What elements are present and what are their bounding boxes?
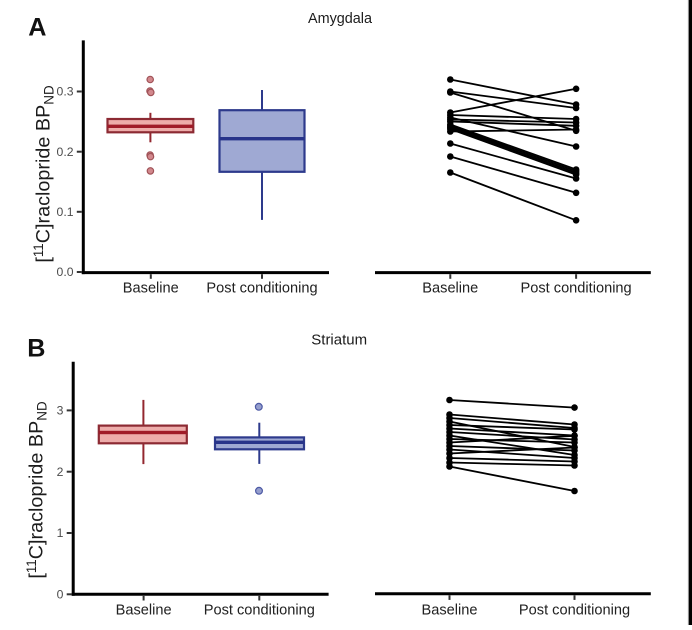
svg-text:[11C]raclopride BPND: [11C]raclopride BPND xyxy=(24,401,49,579)
svg-text:Baseline: Baseline xyxy=(116,602,172,618)
svg-text:0.2: 0.2 xyxy=(57,145,74,159)
svg-text:B: B xyxy=(27,335,45,363)
svg-text:Baseline: Baseline xyxy=(422,280,478,296)
svg-text:Amygdala: Amygdala xyxy=(308,11,372,27)
svg-text:Post conditioning: Post conditioning xyxy=(521,280,632,296)
svg-text:Striatum: Striatum xyxy=(311,332,367,349)
svg-text:1: 1 xyxy=(57,526,64,540)
svg-text:0.3: 0.3 xyxy=(57,85,74,99)
svg-text:0.1: 0.1 xyxy=(57,205,74,219)
svg-text:0.0: 0.0 xyxy=(57,265,74,279)
svg-text:A: A xyxy=(28,14,46,42)
svg-text:Post conditioning: Post conditioning xyxy=(519,602,630,618)
svg-text:0: 0 xyxy=(57,588,64,602)
svg-text:2: 2 xyxy=(57,465,64,479)
svg-text:[11C]raclopride BPND: [11C]raclopride BPND xyxy=(31,85,56,263)
svg-text:Baseline: Baseline xyxy=(422,602,478,618)
svg-text:Post conditioning: Post conditioning xyxy=(204,602,315,618)
svg-text:Baseline: Baseline xyxy=(123,280,179,296)
svg-text:Post conditioning: Post conditioning xyxy=(206,280,317,296)
svg-text:3: 3 xyxy=(57,404,64,418)
